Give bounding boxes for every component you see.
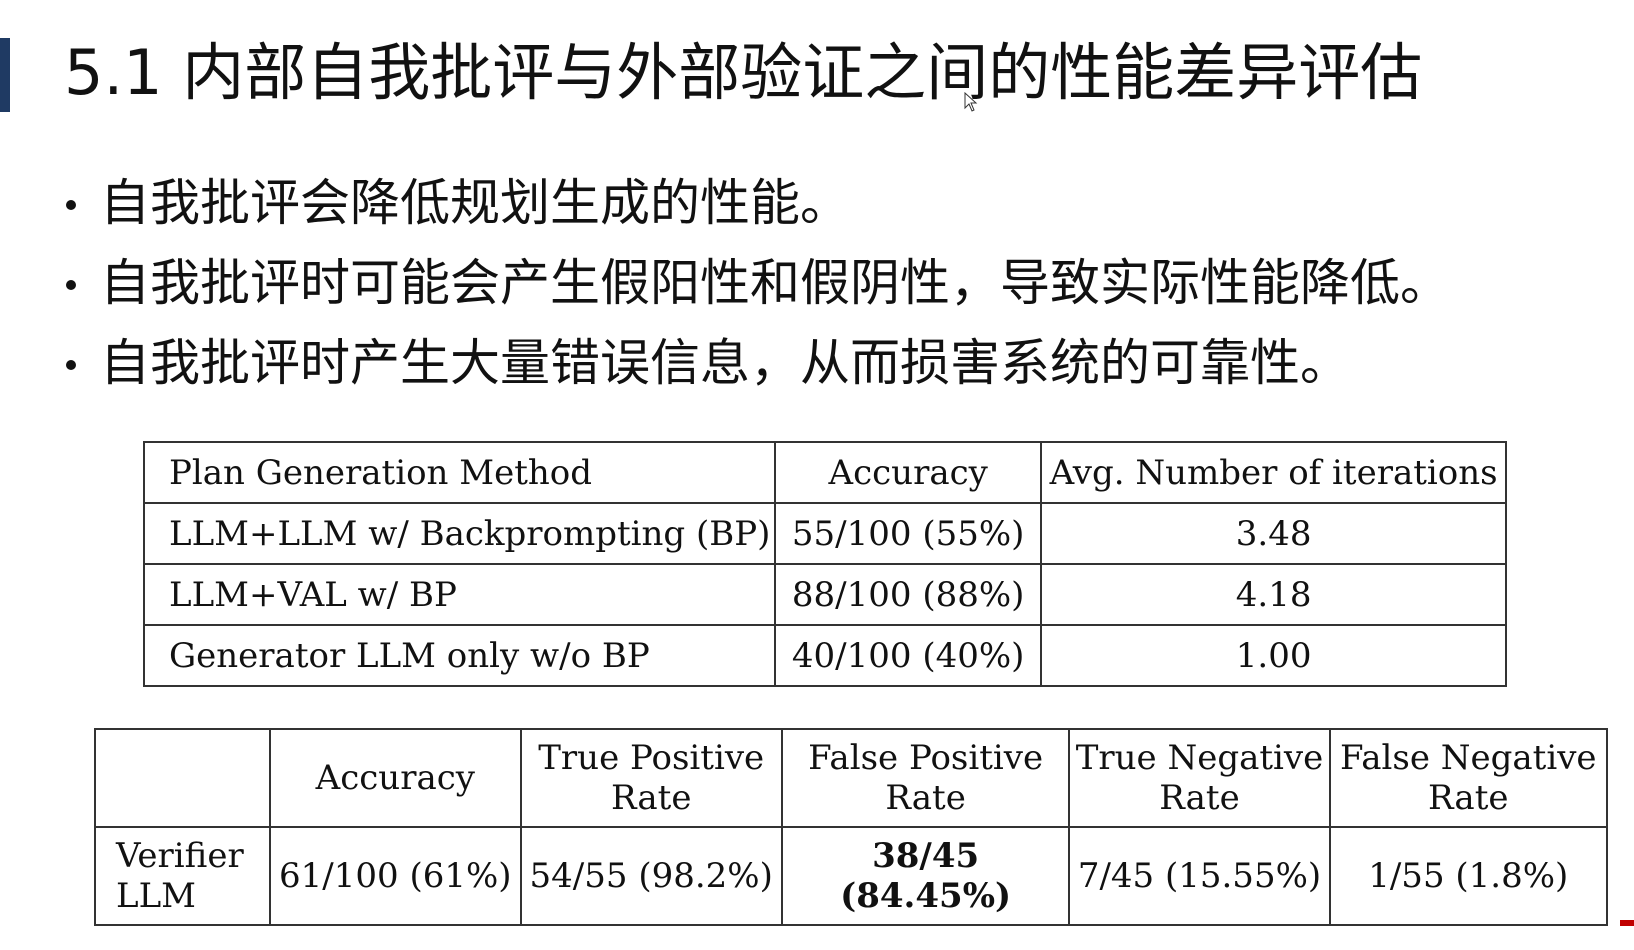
table-cell: LLM+LLM w/ Backprompting (BP) <box>142 502 777 565</box>
table-cell: LLM+VAL w/ BP <box>142 563 777 626</box>
table-cell: 1.00 <box>1040 624 1507 687</box>
column-header: Plan Generation Method <box>142 441 777 504</box>
column-header: True Negative Rate <box>1068 728 1331 828</box>
mouse-cursor-icon <box>964 92 978 112</box>
plan-generation-table: Plan Generation Method Accuracy Avg. Num… <box>142 441 1507 687</box>
header-line: Rate <box>611 778 692 818</box>
bullet-item: 自我批评时可能会产生假阳性和假阴性，导致实际性能降低。 <box>62 248 1450 328</box>
header-line: Rate <box>1428 778 1509 818</box>
row-label: Verifier LLM <box>93 826 272 926</box>
bullet-item: 自我批评时产生大量错误信息，从而损害系统的可靠性。 <box>62 328 1450 408</box>
bullet-dot-icon <box>66 200 76 210</box>
header-line: Rate <box>1159 778 1240 818</box>
header-line: Accuracy <box>315 758 475 798</box>
table-row: Generator LLM only w/o BP 40/100 (40%) 1… <box>142 624 1507 687</box>
bullet-item: 自我批评会降低规划生成的性能。 <box>62 168 1450 248</box>
bullet-dot-icon <box>66 280 76 290</box>
column-header: Accuracy <box>269 728 522 828</box>
row-label-line: Verifier <box>116 836 244 876</box>
table-row: Verifier LLM 61/100 (61%) 54/55 (98.2%) … <box>93 826 1609 926</box>
bullet-dot-icon <box>66 360 76 370</box>
table-cell: 88/100 (88%) <box>774 563 1043 626</box>
column-header: True Positive Rate <box>519 728 783 828</box>
table-header-row: Accuracy True Positive Rate False Positi… <box>93 728 1609 828</box>
bullet-list: 自我批评会降低规划生成的性能。 自我批评时可能会产生假阳性和假阴性，导致实际性能… <box>62 168 1450 408</box>
column-header: Accuracy <box>774 441 1043 504</box>
table-cell-highlight: 38/45 (84.45%) <box>780 826 1071 926</box>
header-line: False Positive <box>808 738 1044 778</box>
row-label-line: LLM <box>116 876 196 916</box>
table-cell: 7/45 (15.55%) <box>1068 826 1331 926</box>
bullet-text: 自我批评时产生大量错误信息，从而损害系统的可靠性。 <box>100 334 1350 392</box>
table-cell: Generator LLM only w/o BP <box>142 624 777 687</box>
column-header: Avg. Number of iterations <box>1040 441 1507 504</box>
bullet-text: 自我批评时可能会产生假阳性和假阴性，导致实际性能降低。 <box>100 254 1450 312</box>
header-line: Rate <box>885 778 966 818</box>
verifier-metrics-table: Accuracy True Positive Rate False Positi… <box>93 728 1609 926</box>
table-row: LLM+VAL w/ BP 88/100 (88%) 4.18 <box>142 563 1507 626</box>
bullet-text: 自我批评会降低规划生成的性能。 <box>100 174 850 232</box>
table-cell: 55/100 (55%) <box>774 502 1043 565</box>
table-header-row: Plan Generation Method Accuracy Avg. Num… <box>142 441 1507 504</box>
table-row: LLM+LLM w/ Backprompting (BP) 55/100 (55… <box>142 502 1507 565</box>
column-header: False Negative Rate <box>1328 728 1609 828</box>
header-line: False Negative <box>1339 738 1597 778</box>
table-cell: 40/100 (40%) <box>774 624 1043 687</box>
corner-accent-mark <box>1620 920 1634 926</box>
slide-title: 5.1 内部自我批评与外部验证之间的性能差异评估 <box>64 36 1423 109</box>
header-line: True Positive <box>538 738 765 778</box>
header-line: True Negative <box>1075 738 1324 778</box>
title-accent-bar <box>0 38 10 112</box>
table-cell: 1/55 (1.8%) <box>1328 826 1609 926</box>
table-cell: 61/100 (61%) <box>269 826 522 926</box>
column-header: False Positive Rate <box>780 728 1071 828</box>
table-cell: 3.48 <box>1040 502 1507 565</box>
column-header-empty <box>93 728 272 828</box>
table-cell: 4.18 <box>1040 563 1507 626</box>
table-cell: 54/55 (98.2%) <box>519 826 783 926</box>
